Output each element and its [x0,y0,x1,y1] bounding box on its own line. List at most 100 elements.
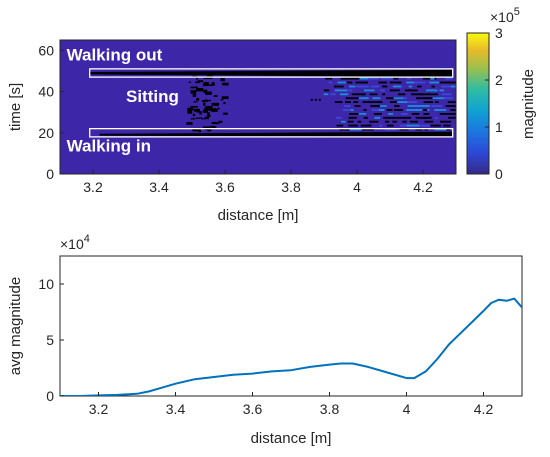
heatmap-cell [363,116,368,119]
heatmap-cell [203,89,208,93]
heatmap-annotation: Walking in [67,136,151,155]
heatmap-walking-in-band [99,131,453,137]
y-tick-label: 5 [46,332,54,348]
heatmap-cell [218,120,223,123]
x-tick-label: 3.4 [149,179,169,195]
heatmap-cell [220,99,224,101]
heatmap-cell [203,82,209,85]
x-tick-label: 3.4 [166,401,186,417]
heatmap-cell [400,113,408,115]
heatmap-cell [411,93,425,96]
heatmap-cell [431,105,443,107]
heatmap-cell [358,113,367,115]
heatmap-cell [330,93,336,96]
heatmap-cell [211,122,218,124]
heatmap-cell [210,125,215,128]
heatmap-cell [371,85,380,88]
heatmap-cell [328,81,333,84]
heatmap-cell [450,85,456,88]
heatmap-cell [223,112,228,115]
heatmap-cell [192,113,195,117]
heatmap-cell [393,77,399,80]
heatmap-cell [407,105,418,107]
heatmap-cell [439,81,449,84]
heatmap-cell [383,116,395,119]
heatmap-cell [353,101,359,103]
heatmap-cell [404,116,411,119]
heatmap-cell [443,97,454,100]
heatmap-cell [408,85,413,88]
heatmap-cell [323,93,329,96]
heatmap-cell [423,113,430,115]
heatmap-annotations: Walking out Sitting Walking in [67,46,179,156]
heatmap-cell [355,81,366,84]
colorbar-ticks: 0 1 2 3 [485,25,503,182]
heatmap-cell [397,101,408,103]
y-tick-label: 40 [38,84,54,100]
heatmap-cell [434,93,438,96]
heatmap-cell [342,109,351,111]
heatmap-cell [202,126,211,129]
heatmap-x-axis-label: distance [m] [218,207,299,224]
heatmap-cell [348,89,353,92]
heatmap-cell [187,110,193,114]
heatmap-cell [385,120,390,123]
heatmap-cell [426,89,438,92]
heatmap-cell [348,124,359,127]
heatmap-cell [390,101,397,103]
colorbar-tick-label: 1 [495,119,503,135]
heatmap-cell [374,116,381,119]
heatmap-cell [194,81,200,84]
line-series-group [60,297,522,396]
heatmap-cell [361,128,372,131]
heatmap-cell [211,82,215,86]
heatmap-cell [441,93,452,96]
heatmap-cell [415,128,423,131]
heatmap-cell [197,80,204,83]
heatmap-cell [314,98,317,101]
heatmap-cell [404,89,415,92]
heatmap-cell [370,101,382,103]
heatmap-cell [318,98,321,101]
heatmap-cell [382,93,386,96]
region-box [89,127,454,138]
heatmap-cell [203,102,206,106]
heatmap-cell [203,99,211,102]
heatmap-cell [196,77,198,80]
y-tick-label: 60 [38,42,54,58]
heatmap-cell [386,124,394,127]
heatmap-cell [400,128,409,131]
heatmap-cell [406,124,420,127]
x-tick-label: 3.2 [89,401,109,417]
heatmap-cell [413,81,426,84]
heatmap-cell [417,85,422,88]
heatmap-cell [354,105,361,107]
colorbar-tick-label: 0 [495,166,503,182]
heatmap-cell [348,85,356,88]
heatmap-x-ticks: 3.2 3.4 3.6 3.8 4 4.2 [83,170,433,195]
heatmap-cell [364,89,375,92]
heatmap-cell [450,109,456,111]
heatmap-cell [447,81,456,84]
heatmap-cell [310,98,313,101]
heatmap-cell [201,118,206,120]
heatmap-axes-box [59,39,457,175]
heatmap-cell [380,105,387,107]
heatmap-cell [369,128,374,131]
x-tick-label: 4 [403,401,411,417]
heatmap-cell [448,116,456,119]
heatmap-cell [409,120,418,123]
heatmap-cell [207,129,212,132]
line-series [60,297,522,396]
heatmap-cell [349,113,364,115]
heatmap-cell [205,91,212,95]
heatmap-cell [439,113,451,115]
heatmap-cell [356,85,369,88]
heatmap-cell [389,81,402,84]
x-tick-label: 3.2 [83,179,103,195]
heatmap-cell [434,109,447,111]
heatmap-cell [415,116,428,119]
line-axes-box [59,255,523,397]
heatmap-cell [362,81,368,84]
